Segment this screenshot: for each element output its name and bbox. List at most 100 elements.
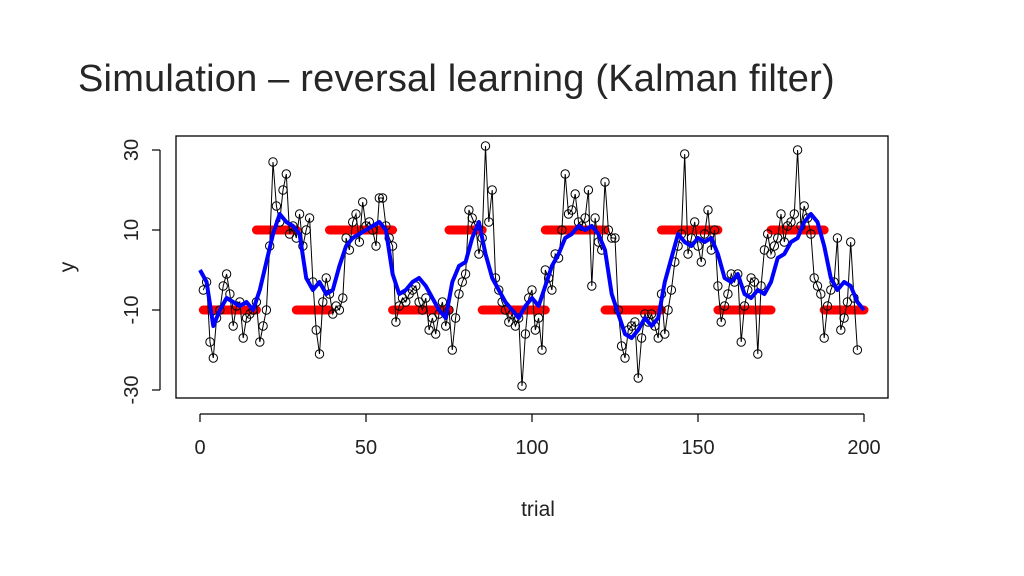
observed-point: [514, 313, 524, 323]
axes: 0 50 100 150 200 trial -30 -10 10 30 y: [56, 139, 881, 521]
observed-point: [646, 309, 657, 319]
observed-point: [533, 313, 544, 323]
observed-point: [255, 337, 265, 347]
observed-point: [620, 353, 630, 363]
observed-point: [358, 197, 368, 207]
x-axis-label: trial: [521, 498, 555, 521]
observed-point: [763, 229, 773, 239]
observed-point: [570, 189, 580, 199]
observed-point: [846, 237, 856, 247]
observed-point: [374, 193, 384, 203]
observed-point: [464, 205, 474, 215]
y-tick-label: -30: [121, 376, 143, 405]
observed-point: [218, 281, 228, 291]
observed-point: [484, 217, 494, 227]
observed-point: [530, 325, 540, 335]
observed-point: [294, 209, 305, 219]
x-tick-label: 150: [681, 437, 714, 459]
observed-point: [281, 169, 291, 179]
plot-box: [175, 135, 889, 399]
title-emphasis: Kalman filter: [608, 58, 822, 100]
observed-point: [709, 225, 720, 235]
observed-point: [487, 185, 497, 195]
observed-point: [278, 185, 288, 195]
observed-point: [826, 285, 836, 295]
observed-point: [812, 281, 823, 291]
observed-point: [816, 289, 826, 299]
observed-point: [351, 209, 361, 219]
observed-point: [520, 329, 531, 339]
observed-point: [311, 325, 321, 335]
observed-point: [288, 221, 298, 231]
y-axis-label: y: [56, 261, 79, 272]
observed-point: [547, 285, 557, 295]
x-tick-label: 200: [847, 437, 880, 459]
observed-point: [713, 281, 723, 291]
x-tick-label: 50: [355, 437, 377, 459]
observed-point: [696, 257, 706, 267]
observed-point: [517, 381, 527, 391]
observed-point: [421, 293, 431, 303]
observed-point: [391, 317, 401, 327]
observed-point: [587, 281, 597, 291]
observed-point: [603, 225, 614, 235]
observed-point: [660, 329, 670, 339]
observed-point: [719, 301, 730, 311]
observed-point: [318, 297, 328, 307]
observed-point: [680, 149, 690, 159]
observed-point: [480, 141, 491, 151]
observed-point: [371, 241, 381, 251]
observed-point: [417, 305, 428, 315]
observed-point: [537, 345, 547, 355]
observed-point: [663, 305, 673, 315]
observed-point: [301, 225, 311, 235]
observed-point: [348, 217, 358, 227]
observed-point: [334, 305, 345, 315]
observed-point: [739, 301, 750, 311]
y-tick-label: 30: [121, 139, 143, 161]
observed-point: [261, 305, 272, 315]
observed-point: [779, 237, 789, 247]
observed-point: [786, 217, 796, 227]
observed-point: [600, 177, 610, 187]
observed-point: [749, 277, 760, 287]
observed-point: [271, 201, 282, 211]
observed-point: [377, 193, 388, 203]
observed-point: [630, 317, 640, 327]
observed-point: [474, 249, 484, 259]
observed-point: [590, 213, 600, 223]
observed-point: [414, 297, 424, 307]
observed-point: [819, 333, 829, 343]
observed-point: [441, 321, 451, 331]
observed-point: [636, 333, 647, 343]
observed-point: [736, 337, 746, 347]
observed-series: [198, 141, 863, 391]
observed-point: [338, 293, 348, 303]
observed-point: [437, 297, 448, 307]
observed-point: [354, 237, 365, 247]
observed-point: [268, 157, 278, 167]
observed-point: [221, 269, 232, 279]
title-suffix: ): [822, 58, 835, 100]
observed-point: [447, 345, 457, 355]
observed-point: [557, 225, 567, 235]
x-tick-label: 0: [194, 437, 205, 459]
observed-point: [809, 273, 819, 283]
observed-point: [666, 285, 677, 295]
observed-point: [580, 213, 590, 223]
observed-point: [683, 249, 693, 259]
x-tick-label: 100: [515, 437, 548, 459]
observed-point: [228, 321, 238, 331]
observed-point: [583, 185, 594, 195]
observed-point: [766, 249, 776, 259]
observed-point: [792, 145, 803, 155]
observed-point: [799, 201, 809, 211]
observed-point: [208, 353, 219, 363]
observed-point: [769, 241, 780, 251]
observed-point: [494, 285, 504, 295]
observed-point: [431, 329, 441, 339]
observed-point: [560, 169, 570, 179]
observed-point: [457, 277, 467, 287]
slide-title: Simulation – reversal learning (Kalman f…: [78, 58, 835, 101]
